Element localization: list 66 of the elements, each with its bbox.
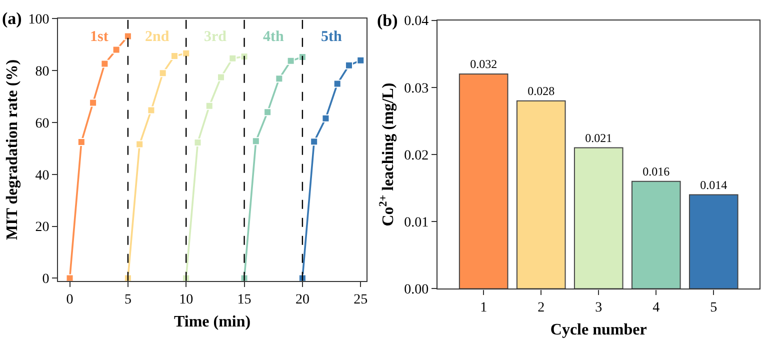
x-axis-title: Time (min) — [174, 313, 251, 330]
point — [205, 102, 214, 110]
x-tick-label: 5 — [710, 300, 718, 316]
y-tick-label: 100 — [28, 12, 50, 28]
y-tick-label: 0 — [42, 272, 50, 288]
series-label: 1st — [90, 29, 108, 45]
point — [356, 56, 365, 64]
point — [333, 80, 342, 88]
x-axis-title: Cycle number — [550, 321, 647, 338]
point — [158, 69, 167, 78]
x-tick-label: 25 — [354, 292, 368, 308]
point — [322, 114, 330, 122]
point — [228, 54, 237, 62]
x-tick-label: 20 — [295, 292, 310, 308]
point — [264, 108, 272, 116]
x-tick-label: 5 — [124, 292, 132, 308]
y-tick-label: 0.02 — [404, 148, 429, 164]
y-axis-title: MIT degradation rate (%) — [4, 59, 22, 240]
y-tick-label: 0.00 — [404, 282, 429, 298]
x-tick-label: 2 — [538, 300, 545, 316]
series-label: 5th — [321, 29, 342, 45]
point — [217, 73, 226, 82]
series-label: 2nd — [145, 29, 170, 45]
point — [124, 32, 132, 40]
y-tick-label: 0.04 — [404, 14, 429, 30]
point — [344, 61, 353, 70]
x-tick-label: 15 — [237, 292, 252, 308]
data-label: 0.021 — [585, 130, 612, 145]
bar — [631, 180, 681, 289]
data-label: 0.028 — [528, 84, 555, 98]
y-tick-label: 80 — [35, 64, 50, 80]
y-tick-label: 20 — [35, 220, 50, 236]
x-tick-label: 4 — [652, 300, 660, 316]
x-tick-label: 0 — [66, 292, 74, 308]
point — [194, 138, 202, 146]
y-tick-label: 0.03 — [404, 81, 429, 96]
series-label: 4th — [263, 29, 284, 45]
point — [182, 49, 190, 58]
bar — [458, 73, 508, 289]
y-tick-label: 40 — [35, 168, 50, 184]
point — [89, 98, 98, 107]
point — [100, 60, 109, 68]
data-label: 0.032 — [470, 56, 498, 71]
bar — [574, 147, 624, 289]
point — [112, 46, 120, 54]
series-label: 3rd — [204, 29, 228, 45]
point — [77, 138, 86, 146]
point — [147, 106, 156, 114]
data-label: 0.016 — [642, 164, 670, 178]
point — [310, 138, 318, 146]
chart-title: (b) — [377, 11, 398, 30]
x-tick-label: 3 — [595, 300, 602, 316]
bar — [516, 100, 566, 289]
y-tick-label: 0.01 — [404, 216, 429, 230]
point — [286, 56, 295, 65]
point — [170, 52, 178, 60]
chart-title: (a) — [2, 9, 22, 28]
x-tick-label: 1 — [480, 300, 488, 316]
data-label: 0.014 — [700, 178, 728, 192]
point — [275, 74, 284, 83]
x-tick-label: 10 — [179, 292, 194, 308]
y-tick-label: 60 — [35, 116, 50, 132]
bar — [688, 194, 738, 289]
point — [252, 137, 260, 146]
point — [66, 274, 74, 281]
point — [136, 140, 144, 148]
